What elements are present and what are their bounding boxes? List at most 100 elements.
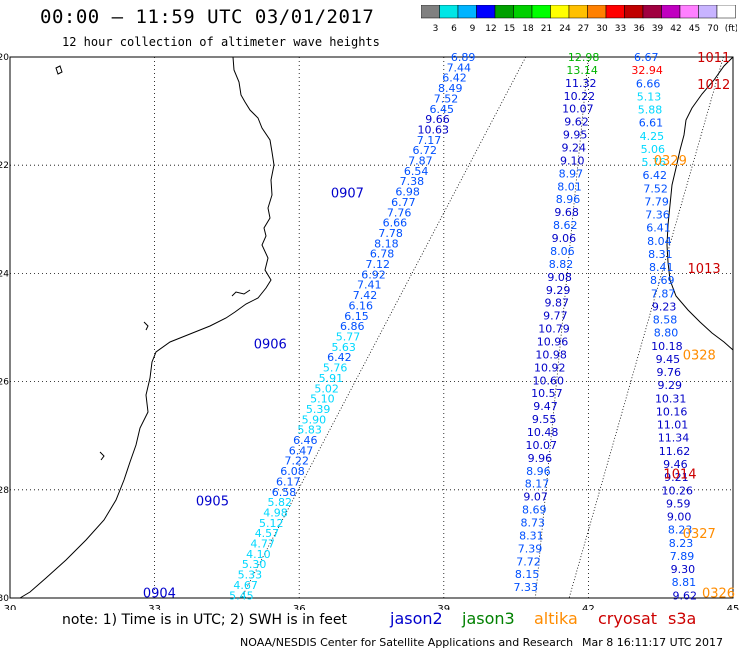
swh-value: 9.08 xyxy=(547,271,572,284)
swh-value: 7.33 xyxy=(513,581,538,594)
swh-value: 6.77 xyxy=(391,196,416,209)
pass-label: 0327 xyxy=(683,527,716,542)
pass-label: 1014 xyxy=(663,468,696,483)
scale-label: 39 xyxy=(652,24,664,34)
scale-label: 36 xyxy=(633,24,645,34)
legend-jason2: jason2 xyxy=(390,609,443,628)
swh-value: 5.77 xyxy=(336,330,361,343)
swh-value: 6.61 xyxy=(639,117,664,130)
swh-value: 9.30 xyxy=(671,563,696,576)
swh-value: 6.45 xyxy=(430,103,455,116)
swh-value: 5.33 xyxy=(238,569,263,582)
swh-value: 4.57 xyxy=(255,527,280,540)
swh-value: 12.98 xyxy=(568,51,600,64)
scale-label: 27 xyxy=(578,24,589,34)
color-scale: 3 6 9 12 15 18 21 24 27 30 33 36 39 42 45 70 (ft) xyxy=(421,5,737,34)
swh-value: 6.86 xyxy=(340,320,365,333)
swh-value: 5.02 xyxy=(314,382,339,395)
swh-value: 10.92 xyxy=(534,361,566,374)
swh-value: 8.80 xyxy=(654,327,679,340)
swh-value: 6.17 xyxy=(276,475,301,488)
swh-value: 7.42 xyxy=(353,289,378,302)
swh-value: 6.98 xyxy=(395,186,420,199)
swh-value: 10.98 xyxy=(535,348,567,361)
scale-label: (ft) xyxy=(725,24,737,34)
scale-label: 21 xyxy=(541,24,552,34)
swh-value: 6.58 xyxy=(272,486,297,499)
swh-value: 7.52 xyxy=(643,182,668,195)
africa-coastline xyxy=(19,56,275,599)
swh-value: 11.62 xyxy=(659,445,691,458)
swh-value: 8.15 xyxy=(515,568,540,581)
swh-value: 7.38 xyxy=(400,175,425,188)
swh-value: 9.24 xyxy=(561,142,586,155)
swh-value: 6.66 xyxy=(383,217,408,230)
swh-value: 9.77 xyxy=(543,310,568,323)
swh-value: 7.17 xyxy=(417,134,442,147)
x-tick-label: 39 xyxy=(437,604,450,610)
swh-value: 8.62 xyxy=(553,219,578,232)
swh-value: 11.32 xyxy=(565,77,597,90)
x-tick-label: 42 xyxy=(582,604,595,610)
swh-value: 10.07 xyxy=(562,103,594,116)
scale-label: 6 xyxy=(451,24,457,34)
y-tick-label: -22 xyxy=(0,161,9,171)
swh-value: 8.06 xyxy=(550,245,575,258)
swh-value: 9.62 xyxy=(673,589,698,602)
swh-value: 13.14 xyxy=(566,64,598,77)
swh-value: 6.15 xyxy=(344,310,369,323)
swh-value: 4.67 xyxy=(233,579,258,592)
swh-value: 7.79 xyxy=(644,195,669,208)
swh-value: 8.96 xyxy=(526,465,551,478)
madagascar-coastline xyxy=(666,56,734,351)
pass-label: 0328 xyxy=(683,349,716,364)
swh-value: 10.18 xyxy=(651,340,683,353)
swh-value: 5.88 xyxy=(638,104,663,117)
footer-timestamp: Mar 8 16:11:17 UTC 2017 xyxy=(582,636,723,649)
swh-value: 9.62 xyxy=(564,116,589,129)
river-outline xyxy=(231,289,251,297)
swh-value: 7.22 xyxy=(285,455,310,468)
swh-value: 9.47 xyxy=(533,400,558,413)
scale-label: 42 xyxy=(670,24,681,34)
swh-value: 7.12 xyxy=(366,258,391,271)
pass-label: 1013 xyxy=(688,262,721,277)
swh-value: 8.69 xyxy=(522,504,547,517)
swh-value: 6.54 xyxy=(404,165,429,178)
pass-label: 0905 xyxy=(196,495,229,510)
swh-value: 9.21 xyxy=(664,471,689,484)
swh-value: 5.06 xyxy=(641,143,666,156)
swh-value: 7.76 xyxy=(387,206,412,219)
swh-value: 5.30 xyxy=(242,558,267,571)
swh-value: 10.16 xyxy=(656,405,688,418)
swh-value: 6.72 xyxy=(412,144,437,157)
swh-value: 9.10 xyxy=(560,154,585,167)
swh-value: 10.79 xyxy=(538,323,570,336)
y-tick-label: -26 xyxy=(0,378,9,388)
x-tick-label: 36 xyxy=(293,604,306,610)
swh-value: 9.66 xyxy=(425,113,450,126)
river-outline-2 xyxy=(143,321,149,331)
scale-swatch xyxy=(716,5,736,19)
swh-value: 6.46 xyxy=(293,434,318,447)
swh-value: 4.98 xyxy=(263,506,288,519)
scale-label: 45 xyxy=(689,24,700,34)
swh-value: 6.92 xyxy=(361,268,386,281)
scale-label: 9 xyxy=(470,24,476,34)
swh-value: 8.73 xyxy=(521,517,546,530)
legend-altika: altika xyxy=(534,609,578,628)
swh-value: 8.04 xyxy=(647,235,672,248)
pass-label: 0907 xyxy=(331,186,364,201)
scale-label: 15 xyxy=(504,24,515,34)
scale-label: 33 xyxy=(615,24,626,34)
swh-value: 10.26 xyxy=(662,484,694,497)
note-text: note: 1) Time is in UTC; 2) SWH is in fe… xyxy=(62,612,348,628)
scale-label: 70 xyxy=(707,24,719,34)
swh-value: 8.41 xyxy=(649,261,674,274)
y-tick-label: -30 xyxy=(0,594,9,604)
swh-value: 5.10 xyxy=(310,393,335,406)
scale-label: 3 xyxy=(433,24,439,34)
swh-value: 10.60 xyxy=(533,374,565,387)
swh-value: 7.44 xyxy=(447,61,472,74)
swh-value: 9.96 xyxy=(528,452,553,465)
